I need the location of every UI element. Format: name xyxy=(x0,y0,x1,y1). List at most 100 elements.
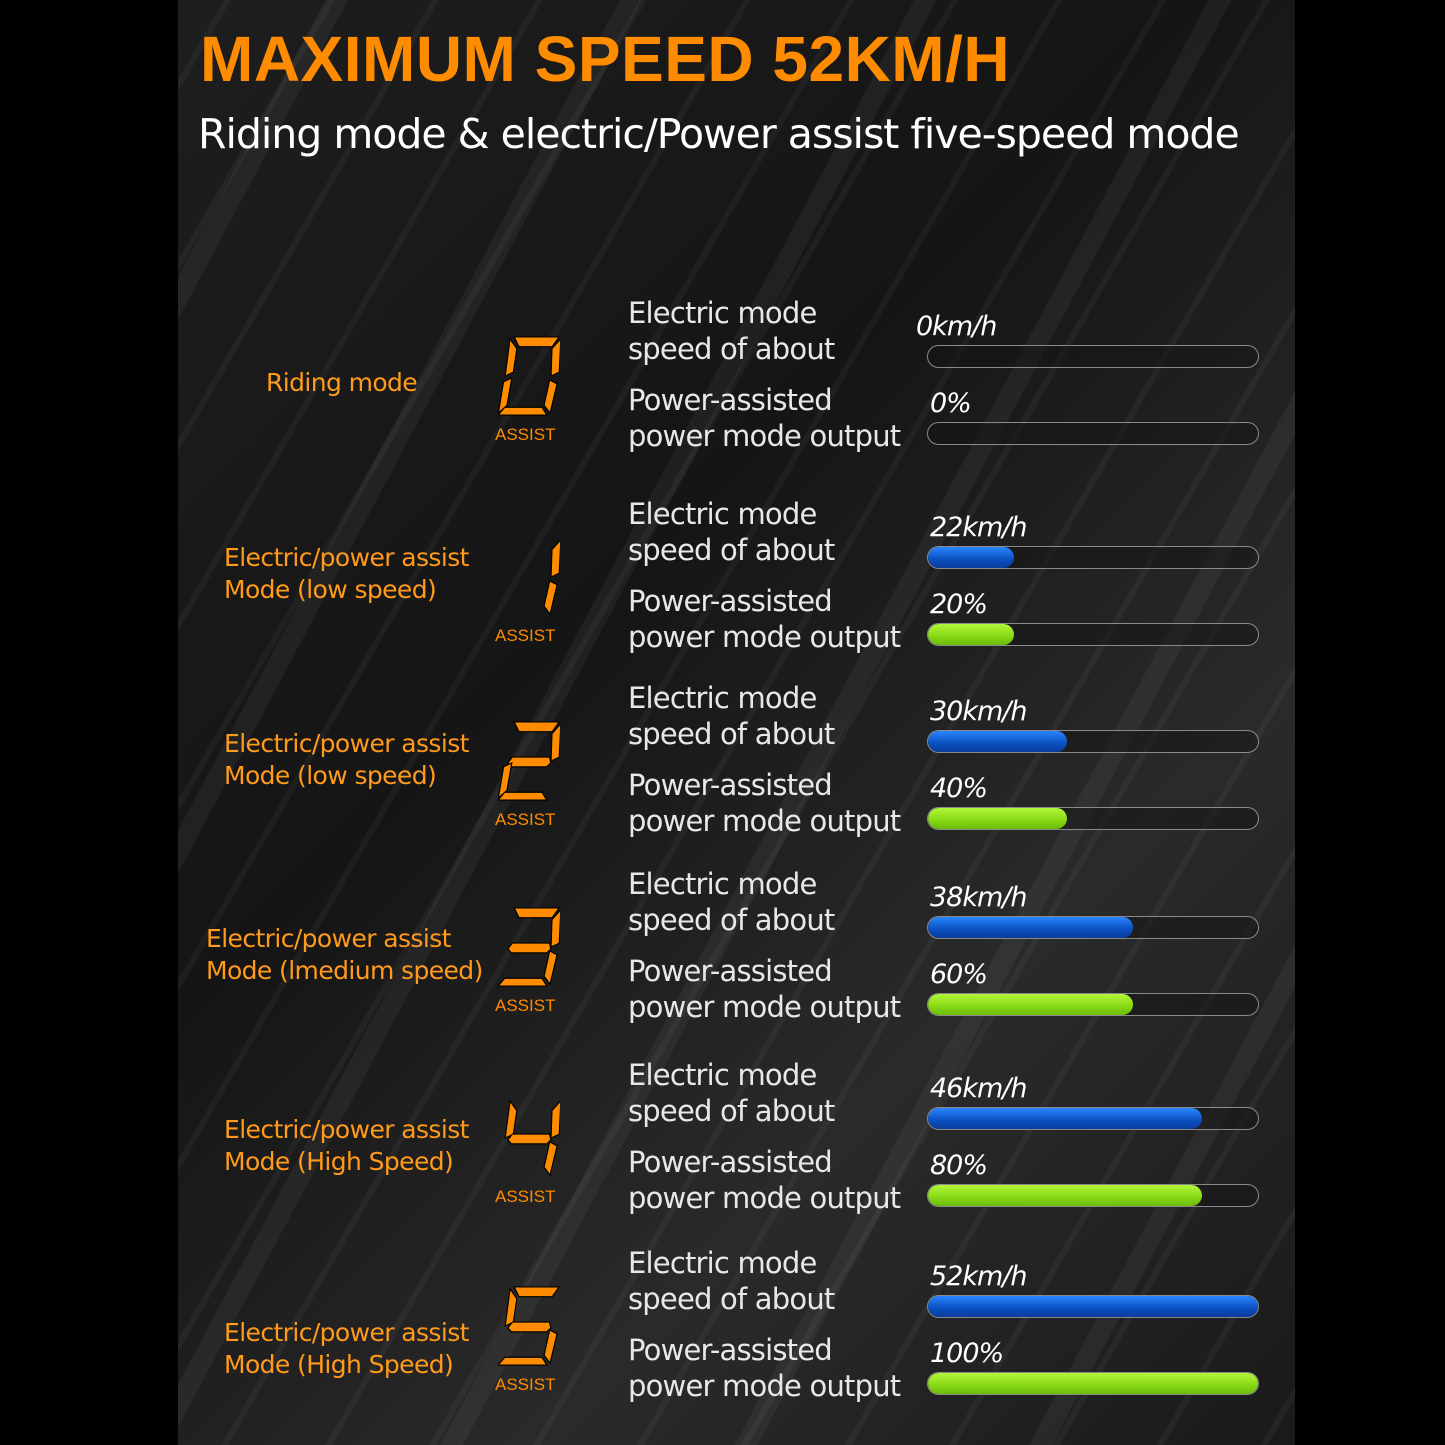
assist-label: ASSIST xyxy=(495,810,556,829)
assist-label: ASSIST xyxy=(495,996,556,1015)
assist-label: ASSIST xyxy=(495,425,556,444)
power-label-line2: power mode output xyxy=(628,804,901,838)
seven-segment-digit-0 xyxy=(498,336,560,416)
speed-bar-fill xyxy=(928,547,1014,568)
speed-description: Electric mode speed of about xyxy=(628,295,835,367)
mode-label: Electric/power assist Mode (lmedium speed… xyxy=(206,923,483,987)
mode-label-line1: Electric/power assist xyxy=(206,924,451,953)
seven-segment-digit-2 xyxy=(498,721,560,801)
digit-segment xyxy=(513,721,560,733)
mode-row-0: Riding mode ASSIST Electric mode speed of a… xyxy=(178,295,1295,485)
mode-label-line1: Electric/power assist xyxy=(224,543,469,572)
power-value: 0% xyxy=(930,388,972,419)
power-bar-fill xyxy=(928,1185,1202,1206)
power-label-line1: Power-assisted xyxy=(628,768,833,802)
power-bar-fill xyxy=(928,624,1014,645)
digit-segment xyxy=(543,1141,558,1177)
power-description: Power-assisted power mode output xyxy=(628,1332,901,1404)
power-description: Power-assisted power mode output xyxy=(628,1144,901,1216)
speed-bar xyxy=(927,730,1259,753)
mode-row-1: Electric/power assist Mode (low speed) ASS… xyxy=(178,496,1295,686)
power-label-line1: Power-assisted xyxy=(628,954,833,988)
digit-segment xyxy=(550,722,560,762)
power-description: Power-assisted power mode output xyxy=(628,382,901,454)
mode-label-line1: Electric/power assist xyxy=(224,1318,469,1347)
speed-label-line1: Electric mode xyxy=(628,1058,817,1092)
digit-segment xyxy=(507,756,552,768)
speed-value: 52km/h xyxy=(930,1261,1028,1292)
speed-label-line1: Electric mode xyxy=(628,867,817,901)
speed-description: Electric mode speed of about xyxy=(628,1245,835,1317)
power-label-line2: power mode output xyxy=(628,419,901,453)
mode-label-line1: Electric/power assist xyxy=(224,1115,469,1144)
mode-label-line2: Mode (High Speed) xyxy=(224,1147,454,1176)
speed-value: 38km/h xyxy=(930,882,1028,913)
speed-value: 46km/h xyxy=(930,1073,1028,1104)
speed-bar-fill xyxy=(928,917,1133,938)
mode-row-3: Electric/power assist Mode (lmedium speed… xyxy=(178,866,1295,1056)
seven-segment-digit-4 xyxy=(504,1099,560,1177)
power-bar-fill xyxy=(928,1373,1258,1394)
power-label-line1: Power-assisted xyxy=(628,1333,833,1367)
speed-label-line1: Electric mode xyxy=(628,296,817,330)
assist-label: ASSIST xyxy=(495,1187,556,1206)
speed-label-line2: speed of about xyxy=(628,533,835,567)
digit-segment xyxy=(507,942,552,954)
page-subtitle: Riding mode & electric/Power assist five… xyxy=(198,110,1240,158)
power-bar xyxy=(927,807,1259,830)
power-label-line2: power mode output xyxy=(628,1369,901,1403)
power-label-line1: Power-assisted xyxy=(628,1145,833,1179)
speed-description: Electric mode speed of about xyxy=(628,1057,835,1129)
speed-description: Electric mode speed of about xyxy=(628,496,835,568)
speed-value: 30km/h xyxy=(930,696,1028,727)
digit-segment xyxy=(543,1329,558,1365)
mode-row-5: Electric/power assist Mode (High Speed) AS… xyxy=(178,1245,1295,1435)
speed-label-line1: Electric mode xyxy=(628,681,817,715)
power-description: Power-assisted power mode output xyxy=(628,767,901,839)
digit-segment xyxy=(550,538,560,578)
digit-segment xyxy=(513,907,560,919)
speed-label-line2: speed of about xyxy=(628,903,835,937)
speed-description: Electric mode speed of about xyxy=(628,866,835,938)
mode-label-line2: Mode (low speed) xyxy=(224,575,437,604)
mode-row-2: Electric/power assist Mode (low speed) ASS… xyxy=(178,680,1295,870)
digit-segment xyxy=(504,337,518,377)
speed-label-line1: Electric mode xyxy=(628,1246,817,1280)
seven-segment-digit-1 xyxy=(543,538,560,616)
digit-segment xyxy=(498,376,513,415)
speed-bar xyxy=(927,916,1259,939)
page-title: MAXIMUM SPEED 52KM/H xyxy=(200,23,1011,95)
mode-label: Electric/power assist Mode (High Speed) xyxy=(224,1317,469,1381)
speed-bar xyxy=(927,1107,1259,1130)
digit-segment xyxy=(498,761,513,800)
power-bar xyxy=(927,422,1259,445)
mode-label: Electric/power assist Mode (low speed) xyxy=(224,728,469,792)
digit-segment xyxy=(513,1286,560,1298)
power-bar-fill xyxy=(928,994,1133,1015)
mode-label-line2: Mode (High Speed) xyxy=(224,1350,454,1379)
power-bar xyxy=(927,1372,1259,1395)
speed-label-line1: Electric mode xyxy=(628,497,817,531)
mode-label-line1: Electric/power assist xyxy=(224,729,469,758)
power-label-line1: Power-assisted xyxy=(628,584,833,618)
power-bar xyxy=(927,623,1259,646)
digit-segment xyxy=(498,406,549,416)
digit-segment xyxy=(550,1099,560,1139)
digit-segment xyxy=(543,580,558,616)
power-bar xyxy=(927,993,1259,1016)
digit-segment xyxy=(498,977,549,987)
speed-bar-fill xyxy=(928,731,1067,752)
speed-label-line2: speed of about xyxy=(628,717,835,751)
infographic-panel: MAXIMUM SPEED 52KM/H Riding mode & elect… xyxy=(178,0,1295,1445)
speed-bar-fill xyxy=(928,1296,1258,1317)
seven-segment-digit-5 xyxy=(498,1286,560,1366)
digit-segment xyxy=(504,1287,518,1327)
mode-label: Electric/power assist Mode (low speed) xyxy=(224,542,469,606)
assist-label: ASSIST xyxy=(495,1375,556,1394)
speed-bar-fill xyxy=(928,1108,1202,1129)
speed-label-line2: speed of about xyxy=(628,332,835,366)
speed-label-line2: speed of about xyxy=(628,1282,835,1316)
power-description: Power-assisted power mode output xyxy=(628,953,901,1025)
power-description: Power-assisted power mode output xyxy=(628,583,901,655)
power-value: 80% xyxy=(930,1150,988,1181)
